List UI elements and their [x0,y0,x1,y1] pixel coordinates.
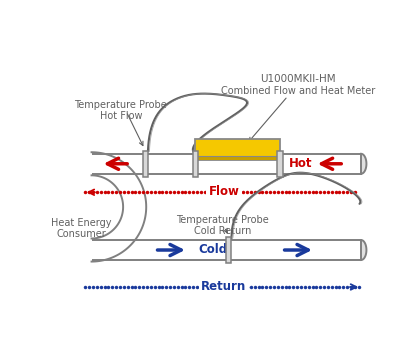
Text: Return: Return [201,280,247,293]
Text: Temperature Probe
Hot Flow: Temperature Probe Hot Flow [74,100,167,121]
Bar [196,156,280,160]
Text: Hot: Hot [289,157,313,170]
Text: Heat Energy
Consumer: Heat Energy Consumer [51,218,112,239]
Bar [196,139,280,160]
Bar [226,237,231,263]
Polygon shape [361,154,366,174]
Polygon shape [92,154,361,174]
Bar [193,151,198,177]
Bar [277,151,283,177]
Polygon shape [92,240,361,260]
Text: Cold: Cold [198,243,228,256]
Text: Temperature Probe
Cold Return: Temperature Probe Cold Return [176,214,269,236]
Text: Combined Flow and Heat Meter: Combined Flow and Heat Meter [221,86,375,96]
Bar [143,151,148,177]
Polygon shape [92,152,146,261]
Text: U1000MKII-HM: U1000MKII-HM [260,74,336,85]
Polygon shape [361,240,366,260]
Text: Flow: Flow [208,185,240,198]
